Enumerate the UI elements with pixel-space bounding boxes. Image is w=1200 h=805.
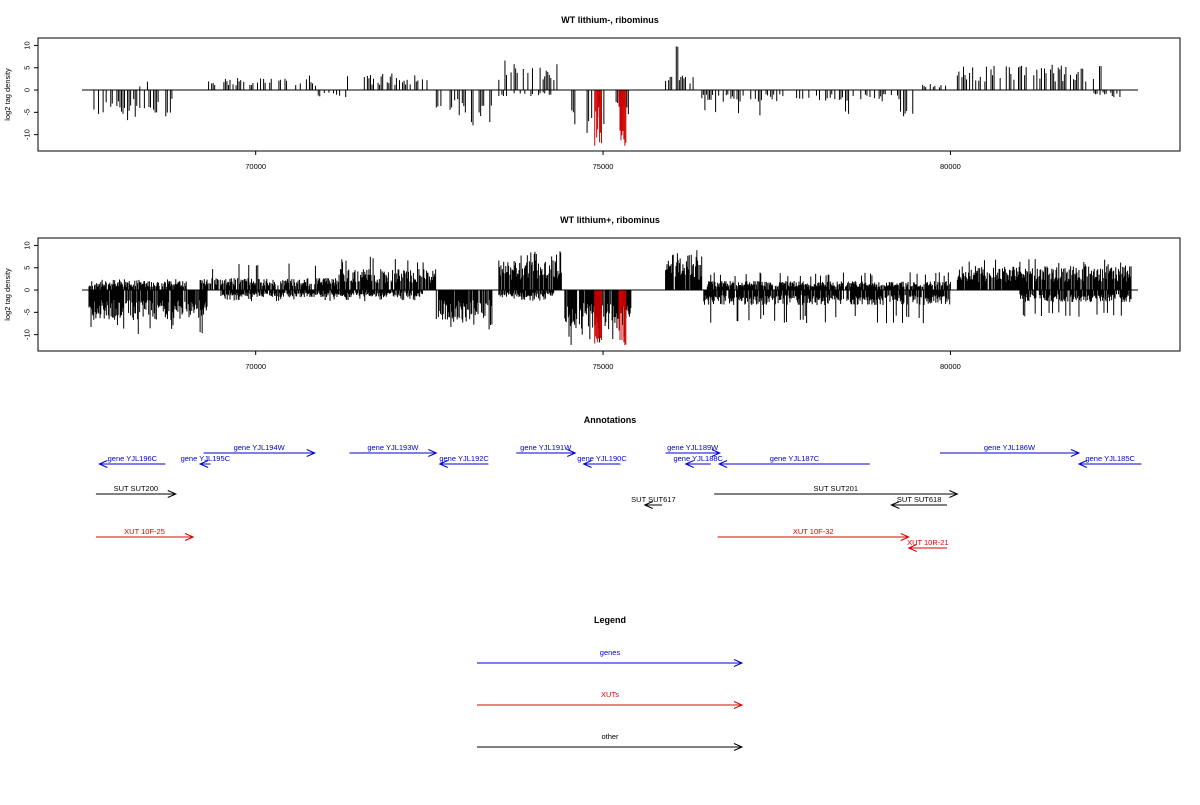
feature-arrowhead: [907, 544, 917, 552]
feature-label: gene YJL196C: [108, 454, 158, 463]
y-tick-label: -10: [23, 129, 32, 140]
legend-arrowhead: [733, 701, 744, 709]
feature-arrowhead: [717, 460, 728, 468]
feature-arrowhead: [582, 460, 592, 468]
panel-1-frame: [37, 37, 1181, 152]
feature-arrowhead: [167, 490, 178, 498]
feature-arrowhead: [900, 533, 910, 541]
panel-1-axes: -10 -5 0 5 10 70000 75000 80000: [23, 41, 1138, 171]
feature-arrowhead: [98, 460, 108, 468]
y-tick-label: 0: [23, 88, 32, 92]
x-tick-label: 75000: [593, 362, 614, 371]
feature-arrowhead: [198, 460, 209, 468]
feature-label: gene YJL186W: [984, 443, 1036, 452]
feature-label: SUT SUT618: [897, 495, 941, 504]
feature-label: XUT 10F-32: [793, 527, 834, 536]
legend-label: genes: [600, 648, 621, 657]
feature-arrowhead: [711, 449, 722, 457]
y-tick-label: -5: [23, 109, 32, 116]
legend-arrowhead: [733, 743, 744, 751]
y-tick-label: 10: [23, 241, 32, 249]
legend-label: other: [601, 732, 619, 741]
legend-title: Legend: [594, 615, 626, 625]
legend-panel: Legend genes XUTs other: [477, 615, 744, 751]
y-tick-label: 0: [23, 288, 32, 292]
panel-2-axes: -10 -5 0 5 10 70000 75000 80000: [23, 241, 1138, 371]
feature-arrowhead: [1070, 449, 1081, 457]
feature-label: SUT SUT200: [114, 484, 158, 493]
panel-2-marks: [88, 250, 1132, 346]
legend-arrowhead: [733, 659, 744, 667]
y-tick-label: -10: [23, 329, 32, 340]
feature-label: gene YJL194W: [234, 443, 286, 452]
panel-lithium-minus: WT lithium-, ribominus log2 tag density …: [3, 15, 1181, 171]
x-tick-label: 70000: [245, 362, 266, 371]
legend-items: genes XUTs other: [477, 648, 744, 751]
annotations-title: Annotations: [584, 415, 637, 425]
feature-label: XUT 10F-25: [124, 527, 165, 536]
feature-label: gene YJL195C: [181, 454, 231, 463]
feature-arrowhead: [684, 460, 694, 468]
feature-arrowhead: [1077, 460, 1088, 468]
feature-label: SUT SUT617: [631, 495, 675, 504]
feature-label: gene YJL187C: [770, 454, 820, 463]
feature-arrowhead: [438, 460, 448, 468]
y-tick-label: 5: [23, 66, 32, 70]
panel-2-ylabel: log2 tag density: [3, 268, 12, 321]
legend-label: XUTs: [601, 690, 619, 699]
feature-label: gene YJL185C: [1085, 454, 1135, 463]
feature-arrowhead: [428, 449, 438, 457]
feature-arrowhead: [949, 490, 959, 498]
feature-label: gene YJL189W: [667, 443, 719, 452]
feature-label: SUT SUT201: [814, 484, 858, 493]
x-tick-label: 70000: [245, 162, 266, 171]
feature-label: XUT 10R-21: [907, 538, 949, 547]
y-tick-label: 10: [23, 41, 32, 49]
feature-arrowhead: [184, 533, 195, 541]
feature-arrowhead: [567, 449, 577, 457]
annotations-panel: Annotations gene YJL196C gene YJL195Cgene…: [95, 415, 1142, 552]
x-tick-label: 80000: [940, 162, 961, 171]
feature-arrowhead: [890, 501, 900, 509]
panel-1-marks: [93, 46, 1121, 146]
panel-2-title: WT lithium+, ribominus: [560, 215, 660, 225]
feature-label: gene YJL190C: [577, 454, 627, 463]
feature-arrowhead: [306, 449, 316, 457]
feature-label: gene YJL192C: [439, 454, 489, 463]
feature-label: gene YJL193W: [367, 443, 419, 452]
feature-label: gene YJL191W: [520, 443, 572, 452]
y-tick-label: -5: [23, 309, 32, 316]
x-tick-label: 75000: [593, 162, 614, 171]
panel-1-ylabel: log2 tag density: [3, 68, 12, 121]
feature-arrowhead: [643, 501, 653, 509]
y-tick-label: 5: [23, 266, 32, 270]
feature-label: gene YJL188C: [673, 454, 723, 463]
x-tick-label: 80000: [940, 362, 961, 371]
panel-lithium-plus: WT lithium+, ribominus log2 tag density …: [3, 215, 1181, 371]
panel-2-frame: [37, 237, 1181, 352]
panel-1-title: WT lithium-, ribominus: [561, 15, 659, 25]
